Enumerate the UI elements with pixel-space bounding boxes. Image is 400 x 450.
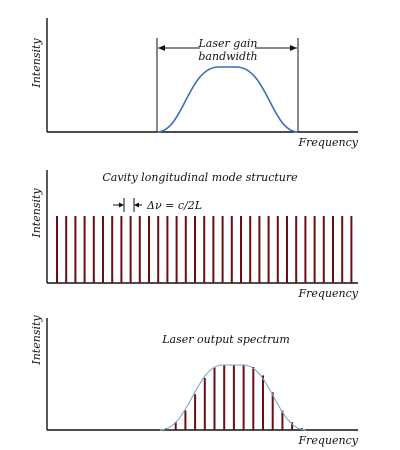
gain-annotation-line1: Laser gain (198, 37, 258, 50)
mode-x-label: Frequency (298, 287, 359, 300)
mode-y-label: Intensity (30, 188, 43, 239)
gain-right-arrowhead (290, 45, 297, 51)
gain-panel: Intensity Frequency Laser gain bandwidth (30, 18, 359, 149)
output-y-label: Intensity (30, 315, 43, 366)
spacing-right-arrowhead (134, 202, 139, 208)
gain-annotation-line2: bandwidth (198, 50, 257, 63)
output-title: Laser output spectrum (161, 333, 290, 346)
spacing-left-arrowhead (119, 202, 124, 208)
output-panel: Intensity Frequency Laser output spectru… (30, 315, 359, 447)
gain-curve (156, 66, 299, 133)
gain-y-label: Intensity (30, 38, 43, 89)
gain-left-arrowhead (158, 45, 165, 51)
spacing-label: Δν = c/2L (146, 199, 202, 212)
output-envelope (159, 364, 307, 431)
output-x-label: Frequency (298, 434, 359, 447)
mode-title: Cavity longitudinal mode structure (102, 171, 298, 184)
gain-x-label: Frequency (298, 136, 359, 149)
mode-panel: Intensity Frequency Cavity longitudinal … (30, 170, 359, 300)
output-lines (165, 365, 303, 430)
mode-lines (56, 216, 353, 283)
